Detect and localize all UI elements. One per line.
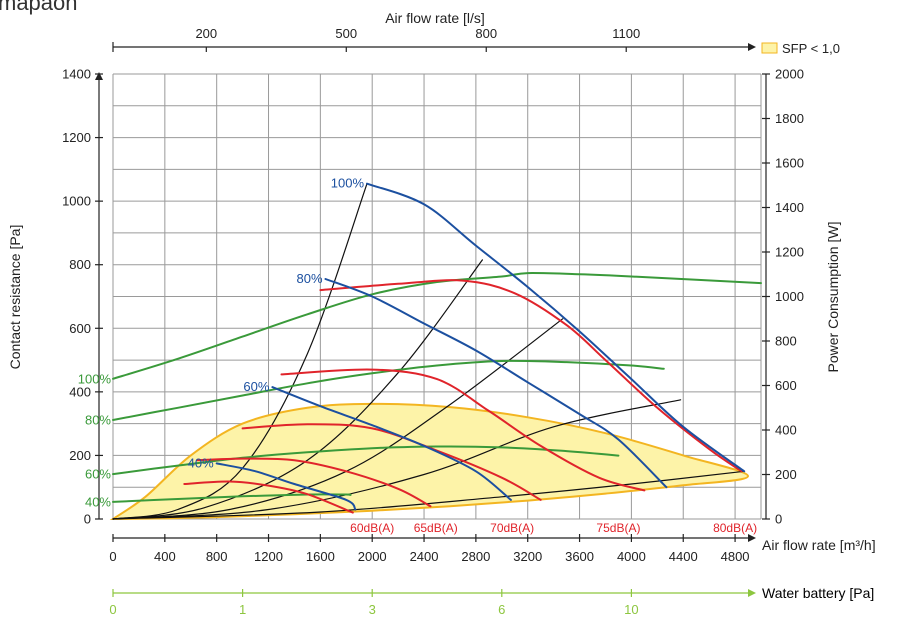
duct-curves [112, 183, 745, 520]
power-curve [112, 359, 665, 421]
sound-curve-label: 65dB(A) [414, 521, 458, 535]
water-axis-arrow [748, 589, 756, 597]
bottom-tick-label: 0 [109, 549, 116, 564]
bottom-tick-label: 400 [154, 549, 176, 564]
duct-curve [112, 183, 368, 520]
efficiency-curves [215, 182, 746, 511]
efficiency-curve [215, 462, 357, 511]
bottom-tick-label: 1200 [254, 549, 283, 564]
sound-curve [183, 480, 354, 514]
sfp-region [109, 402, 750, 521]
water-axis-title: Water battery [Pa] [762, 585, 874, 601]
efficiency-curve-label: 100% [331, 176, 365, 191]
right-axis-title: Power Consumption [W] [825, 222, 841, 373]
right-tick-label: 1600 [775, 156, 804, 171]
sound-curve [280, 368, 646, 492]
sfp-area [109, 402, 750, 521]
top-tick-label: 200 [195, 26, 217, 41]
right-tick-label: 1000 [775, 289, 804, 304]
right-tick-label: 1800 [775, 111, 804, 126]
efficiency-curve-label: 40% [188, 455, 214, 470]
bottom-tick-label: 4400 [669, 549, 698, 564]
right-tick-label: 600 [775, 378, 797, 393]
labels: 100% 80% 60% 40% 100% 80% 60% 40% 60dB(A) 65dB(A)… [78, 176, 757, 535]
efficiency-curve-label: 80% [297, 271, 323, 286]
left-tick-label: 1000 [62, 194, 91, 209]
legend-label: SFP < 1,0 [782, 41, 840, 56]
bottom-tick-label: 800 [206, 549, 228, 564]
bottom-axis-arrow [748, 534, 756, 542]
right-tick-label: 1400 [775, 200, 804, 215]
left-axis-arrow [95, 72, 103, 80]
power-curve-label: 40% [85, 494, 111, 509]
left-tick-label: 400 [69, 384, 91, 399]
water-tick-label: 6 [498, 602, 505, 617]
power-curve-label: 60% [85, 467, 111, 482]
efficiency-curve [271, 386, 512, 501]
duct-curve [112, 399, 682, 520]
bottom-axis-title: Air flow rate [m³/h] [762, 537, 876, 553]
efficiency-curve-label: 60% [243, 379, 269, 394]
power-curve-label: 100% [78, 371, 112, 386]
bottom-tick-label: 1600 [306, 549, 335, 564]
power-curve [112, 445, 620, 476]
left-tick-label: 1200 [62, 130, 91, 145]
left-axis-title: Contact resistance [Pa] [7, 225, 23, 370]
water-tick-label: 10 [624, 602, 638, 617]
legend-swatch [761, 42, 778, 54]
left-tick-label: 800 [69, 257, 91, 272]
right-tick-label: 2000 [775, 67, 804, 82]
top-axis-arrow [748, 43, 756, 51]
right-tick-label: 400 [775, 423, 797, 438]
right-tick-label: 1200 [775, 245, 804, 260]
power-curve-label: 80% [85, 412, 111, 427]
left-tick-label: 200 [69, 448, 91, 463]
top-axis-title: Air flow rate [l/s] [385, 10, 485, 26]
sound-curve-label: 60dB(A) [350, 521, 394, 535]
right-tick-label: 800 [775, 334, 797, 349]
efficiency-curve [366, 182, 746, 473]
top-tick-label: 1100 [612, 26, 640, 41]
sound-curve [319, 279, 743, 473]
bottom-tick-label: 2000 [358, 549, 387, 564]
bottom-tick-label: 4000 [617, 549, 646, 564]
power-curve [112, 493, 352, 503]
right-tick-label: 200 [775, 467, 797, 482]
right-tick-label: 0 [775, 512, 782, 527]
bottom-tick-label: 2800 [461, 549, 490, 564]
sound-curve-label: 75dB(A) [596, 521, 640, 535]
left-tick-label: 0 [84, 512, 91, 527]
water-tick-label: 0 [109, 602, 116, 617]
top-tick-label: 500 [335, 26, 357, 41]
power-curve [112, 272, 762, 380]
left-tick-label: 600 [69, 321, 91, 336]
sound-curve-label: 80dB(A) [713, 521, 757, 535]
bottom-tick-label: 2400 [410, 549, 439, 564]
top-tick-label: 800 [475, 26, 497, 41]
left-tick-label: 1400 [62, 67, 91, 82]
sound-curve [196, 457, 432, 508]
water-tick-label: 1 [239, 602, 246, 617]
water-tick-label: 3 [369, 602, 376, 617]
efficiency-curve [324, 278, 668, 489]
bottom-tick-label: 3600 [565, 549, 594, 564]
sound-curve-label: 70dB(A) [490, 521, 534, 535]
duct-curve [112, 470, 745, 520]
bottom-tick-label: 4800 [721, 549, 750, 564]
corner-fragment: mapaon [0, 0, 78, 15]
duct-curve [112, 259, 483, 520]
bottom-tick-label: 3200 [513, 549, 542, 564]
